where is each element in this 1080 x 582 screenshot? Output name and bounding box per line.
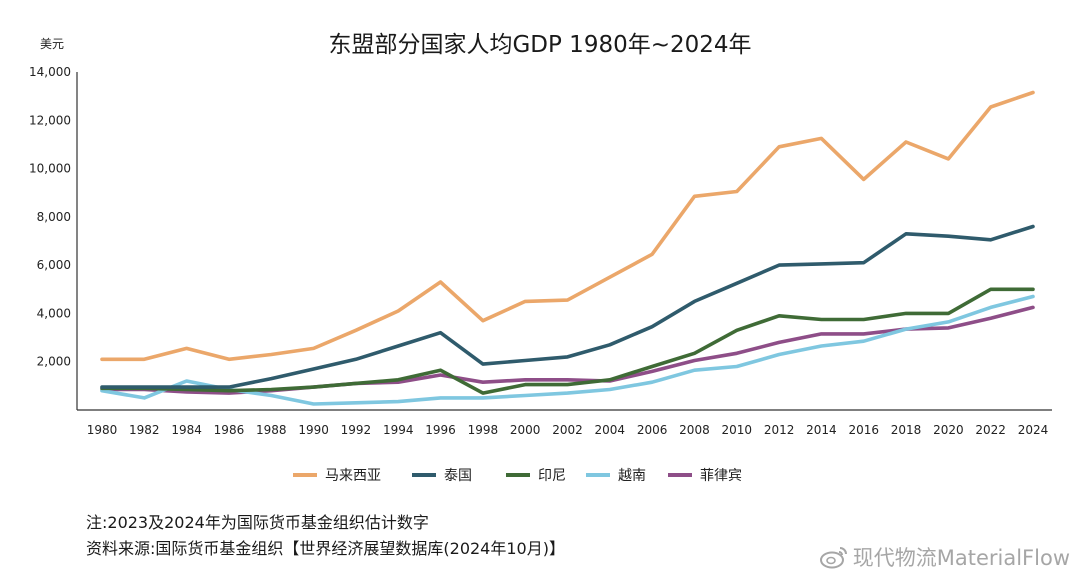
legend-label: 越南	[618, 468, 646, 484]
y-tick-label: 4,000	[37, 306, 71, 320]
x-tick-label: 2016	[848, 423, 879, 437]
watermark: 现代物流MaterialFlow	[819, 542, 1070, 572]
legend-label: 马来西亚	[325, 468, 381, 484]
series-line-印尼	[100, 287, 1035, 395]
y-axis-unit-label: 美元	[40, 37, 64, 51]
x-tick-label: 1988	[256, 423, 287, 437]
y-tick-label: 10,000	[29, 162, 71, 176]
x-axis-ticks: 1980 1982 1984 1986 1988 1990 1992 1994 1996 1998…	[87, 423, 1049, 437]
x-tick-label: 1990	[298, 423, 329, 437]
x-tick-label: 1998	[468, 423, 499, 437]
series-line-菲律宾	[100, 305, 1035, 395]
x-tick-label: 2014	[806, 423, 837, 437]
x-tick-label: 1982	[129, 423, 160, 437]
x-tick-label: 2006	[637, 423, 668, 437]
y-tick-label: 6,000	[37, 258, 71, 272]
legend: 马来西亚 泰国 印尼 越南 菲律宾	[293, 468, 742, 484]
x-tick-label: 1984	[171, 423, 202, 437]
y-axis-ticks: 2,000 4,000 6,000 8,000 10,000 12,000 14,000	[29, 65, 71, 369]
legend-label: 菲律宾	[700, 468, 742, 484]
y-tick-label: 12,000	[29, 113, 71, 127]
y-tick-label: 2,000	[37, 355, 71, 369]
series-lines	[100, 90, 1035, 406]
x-tick-label: 1994	[383, 423, 414, 437]
weibo-icon	[819, 545, 849, 569]
chart-title: 东盟部分国家人均GDP 1980年~2024年	[328, 32, 751, 58]
series-line-马来西亚	[100, 90, 1035, 362]
x-tick-label: 2000	[510, 423, 541, 437]
x-tick-label: 2008	[679, 423, 710, 437]
x-tick-label: 1992	[341, 423, 372, 437]
x-tick-label: 2010	[721, 423, 752, 437]
x-tick-label: 1980	[87, 423, 118, 437]
y-tick-label: 14,000	[29, 65, 71, 79]
source-note: 资料来源:国际货币基金组织【世界经济展望数据库(2024年10月)】	[86, 539, 565, 558]
x-tick-label: 2004	[595, 423, 626, 437]
legend-label: 泰国	[444, 468, 472, 484]
legend-label: 印尼	[538, 468, 566, 484]
series-line-泰国	[100, 224, 1035, 389]
x-tick-label: 2022	[975, 423, 1006, 437]
estimate-note: 注:2023及2024年为国际货币基金组织估计数字	[86, 513, 429, 532]
series-line-越南	[100, 294, 1035, 406]
x-tick-label: 2018	[891, 423, 922, 437]
x-tick-label: 2002	[552, 423, 583, 437]
x-tick-label: 2020	[933, 423, 964, 437]
x-tick-label: 2024	[1018, 423, 1049, 437]
x-tick-label: 1986	[214, 423, 245, 437]
watermark-text: 现代物流MaterialFlow	[852, 546, 1070, 570]
x-tick-label: 1996	[425, 423, 456, 437]
x-tick-label: 2012	[764, 423, 795, 437]
y-tick-label: 8,000	[37, 210, 71, 224]
